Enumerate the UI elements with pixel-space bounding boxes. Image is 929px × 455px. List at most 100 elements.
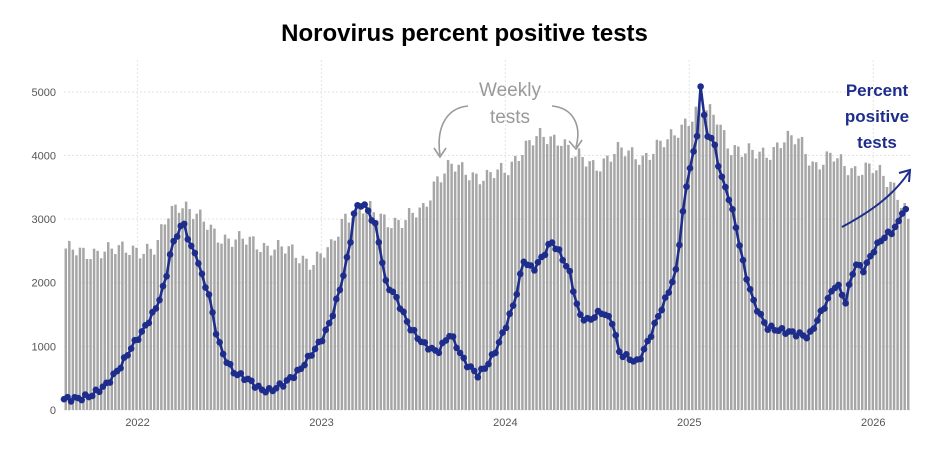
point-percent-positive [318, 337, 326, 345]
point-percent-positive [88, 392, 96, 400]
point-percent-positive [311, 345, 319, 353]
point-percent-positive [824, 294, 832, 302]
y-tick-label: 3000 [32, 214, 56, 226]
bar-weekly-tests [390, 228, 393, 410]
point-percent-positive [191, 249, 199, 257]
bar-weekly-tests [652, 153, 655, 411]
bar-weekly-tests [121, 241, 124, 410]
y-tick-label: 4000 [32, 150, 56, 162]
point-percent-positive [173, 233, 181, 240]
point-percent-positive [180, 220, 188, 228]
point-percent-positive [248, 377, 255, 385]
bar-weekly-tests [170, 205, 174, 410]
point-percent-positive [637, 355, 644, 363]
arrow-up-right [841, 171, 910, 228]
bar-weekly-tests [248, 236, 252, 410]
bar-weekly-tests [825, 151, 829, 410]
point-percent-positive [188, 242, 195, 250]
bar-weekly-tests [528, 140, 531, 411]
point-percent-positive [145, 319, 153, 327]
bar-weekly-tests [453, 171, 457, 410]
point-percent-positive [902, 205, 910, 213]
bar-weekly-tests [772, 147, 775, 410]
bar-weekly-tests [606, 155, 609, 410]
bar-weekly-tests [351, 217, 354, 410]
bar-weekly-tests [889, 181, 892, 410]
bar-weekly-tests [319, 253, 322, 410]
point-percent-positive [732, 224, 740, 232]
bar-weekly-tests [153, 254, 156, 410]
bar-weekly-tests [797, 138, 800, 410]
point-percent-positive [665, 289, 673, 296]
point-percent-positive [336, 286, 344, 294]
point-percent-positive [676, 241, 683, 249]
bar-weekly-tests [627, 150, 630, 410]
point-percent-positive [683, 183, 690, 190]
point-percent-positive [322, 326, 330, 334]
bar-weekly-tests [188, 209, 191, 410]
bar-weekly-tests [524, 140, 528, 410]
bar-weekly-tests [276, 239, 280, 410]
arrow-left-curve [438, 105, 469, 156]
point-percent-positive [693, 132, 701, 140]
bar-weekly-tests [662, 147, 666, 410]
point-percent-positive [379, 259, 386, 267]
bar-weekly-tests [577, 148, 581, 410]
point-percent-positive [364, 207, 372, 215]
point-percent-positive [226, 360, 234, 368]
point-percent-positive [803, 334, 811, 342]
point-percent-positive [456, 349, 464, 357]
bar-weekly-tests [630, 147, 634, 410]
bar-weekly-tests [623, 156, 627, 410]
bar-weekly-tests [531, 145, 535, 410]
bar-weekly-tests [68, 240, 71, 410]
bar-weekly-tests [599, 171, 602, 410]
bar-weekly-tests [124, 252, 128, 410]
point-percent-positive [888, 230, 895, 238]
bar-weekly-tests [754, 158, 758, 410]
x-tick-label: 2025 [677, 417, 701, 429]
point-percent-positive [382, 277, 390, 284]
point-percent-positive [562, 262, 570, 270]
bar-weekly-tests [807, 165, 811, 410]
point-percent-positive [722, 183, 729, 191]
point-percent-positive [506, 310, 513, 318]
chart-title: Norovirus percent positive tests [281, 20, 648, 47]
bar-weekly-tests [818, 169, 821, 410]
bar-weekly-tests [439, 182, 443, 410]
bar-weekly-tests [358, 205, 361, 410]
bar-weekly-tests [400, 228, 404, 410]
point-percent-positive [845, 281, 853, 288]
bar-weekly-tests [308, 269, 312, 410]
x-tick-label: 2024 [493, 417, 517, 429]
y-tick-label: 2000 [32, 278, 56, 290]
point-percent-positive [700, 111, 708, 119]
point-percent-positive [644, 337, 651, 345]
point-percent-positive [347, 239, 354, 246]
bar-weekly-tests [379, 213, 383, 410]
bar-weekly-tests [811, 161, 814, 410]
point-percent-positive [658, 306, 666, 314]
arrow-right-curve [551, 105, 579, 148]
point-percent-positive [350, 210, 358, 217]
bar-weekly-tests [637, 164, 641, 410]
point-percent-positive [375, 239, 383, 246]
bar-weekly-tests [563, 139, 567, 411]
point-percent-positive [577, 311, 584, 318]
point-percent-positive [746, 286, 754, 293]
bar-weekly-tests [719, 124, 722, 410]
y-tick-label: 5000 [32, 87, 56, 99]
point-percent-positive [449, 333, 457, 340]
point-percent-positive [138, 328, 146, 335]
bar-weekly-tests [436, 176, 439, 410]
bar-weekly-tests [383, 214, 386, 410]
bar-weekly-tests [737, 146, 740, 410]
point-percent-positive [343, 253, 351, 261]
bar-weekly-tests [446, 160, 450, 410]
bar-weekly-tests [386, 227, 390, 410]
bar-weekly-tests [567, 144, 570, 410]
point-percent-positive [474, 373, 482, 381]
point-percent-positive [279, 383, 287, 390]
point-percent-positive [166, 251, 174, 258]
bar-series-weekly-tests [64, 104, 910, 411]
